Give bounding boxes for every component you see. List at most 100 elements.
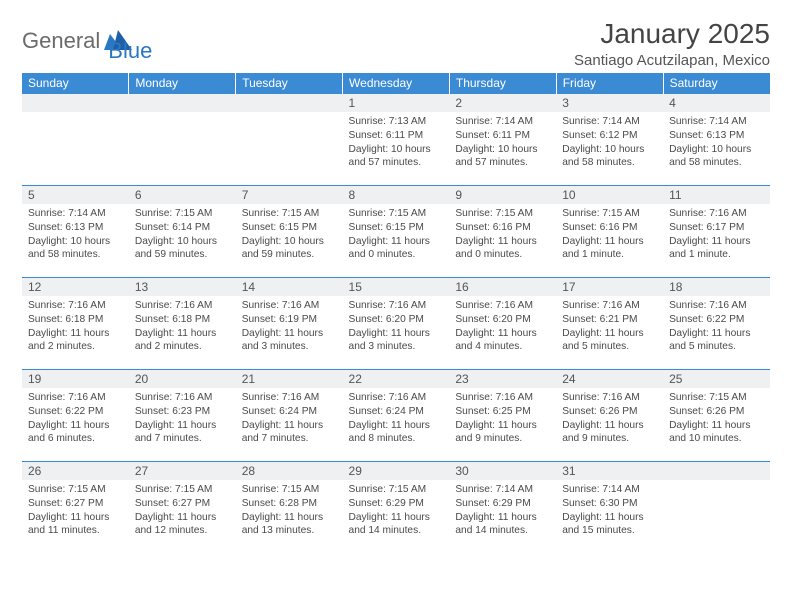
brand-text-general: General — [22, 28, 100, 54]
day-number: 4 — [663, 94, 770, 112]
day-info: Sunrise: 7:16 AMSunset: 6:20 PMDaylight:… — [449, 296, 556, 356]
calendar-cell: 27Sunrise: 7:15 AMSunset: 6:27 PMDayligh… — [129, 462, 236, 554]
calendar-table: SundayMondayTuesdayWednesdayThursdayFrid… — [22, 73, 770, 554]
day-info: Sunrise: 7:15 AMSunset: 6:14 PMDaylight:… — [129, 204, 236, 264]
day-number: 25 — [663, 370, 770, 388]
day-number: 29 — [343, 462, 450, 480]
calendar-row: 26Sunrise: 7:15 AMSunset: 6:27 PMDayligh… — [22, 462, 770, 554]
day-number: 11 — [663, 186, 770, 204]
day-info: Sunrise: 7:14 AMSunset: 6:30 PMDaylight:… — [556, 480, 663, 540]
calendar-row: 19Sunrise: 7:16 AMSunset: 6:22 PMDayligh… — [22, 370, 770, 462]
day-number: 2 — [449, 94, 556, 112]
day-header: Monday — [129, 73, 236, 94]
day-number: 15 — [343, 278, 450, 296]
day-info: Sunrise: 7:16 AMSunset: 6:24 PMDaylight:… — [343, 388, 450, 448]
header: General Blue January 2025 Santiago Acutz… — [22, 18, 770, 69]
day-number: 17 — [556, 278, 663, 296]
day-info: Sunrise: 7:15 AMSunset: 6:16 PMDaylight:… — [449, 204, 556, 264]
day-info: Sunrise: 7:15 AMSunset: 6:26 PMDaylight:… — [663, 388, 770, 448]
calendar-cell: 22Sunrise: 7:16 AMSunset: 6:24 PMDayligh… — [343, 370, 450, 462]
day-number: 30 — [449, 462, 556, 480]
calendar-row: 0001Sunrise: 7:13 AMSunset: 6:11 PMDayli… — [22, 94, 770, 186]
calendar-cell: 23Sunrise: 7:16 AMSunset: 6:25 PMDayligh… — [449, 370, 556, 462]
calendar-cell: 29Sunrise: 7:15 AMSunset: 6:29 PMDayligh… — [343, 462, 450, 554]
day-number: 26 — [22, 462, 129, 480]
calendar-cell: 6Sunrise: 7:15 AMSunset: 6:14 PMDaylight… — [129, 186, 236, 278]
day-info: Sunrise: 7:15 AMSunset: 6:15 PMDaylight:… — [236, 204, 343, 264]
day-number: 21 — [236, 370, 343, 388]
calendar-cell: 10Sunrise: 7:15 AMSunset: 6:16 PMDayligh… — [556, 186, 663, 278]
day-number: 16 — [449, 278, 556, 296]
day-info: Sunrise: 7:14 AMSunset: 6:13 PMDaylight:… — [663, 112, 770, 172]
day-header: Sunday — [22, 73, 129, 94]
calendar-cell: 8Sunrise: 7:15 AMSunset: 6:15 PMDaylight… — [343, 186, 450, 278]
day-info: Sunrise: 7:16 AMSunset: 6:25 PMDaylight:… — [449, 388, 556, 448]
day-number: 14 — [236, 278, 343, 296]
day-info: Sunrise: 7:16 AMSunset: 6:22 PMDaylight:… — [663, 296, 770, 356]
day-number: 27 — [129, 462, 236, 480]
calendar-row: 5Sunrise: 7:14 AMSunset: 6:13 PMDaylight… — [22, 186, 770, 278]
day-number: 20 — [129, 370, 236, 388]
day-info: Sunrise: 7:14 AMSunset: 6:29 PMDaylight:… — [449, 480, 556, 540]
calendar-cell: 18Sunrise: 7:16 AMSunset: 6:22 PMDayligh… — [663, 278, 770, 370]
calendar-cell: 1Sunrise: 7:13 AMSunset: 6:11 PMDaylight… — [343, 94, 450, 186]
calendar-cell: 31Sunrise: 7:14 AMSunset: 6:30 PMDayligh… — [556, 462, 663, 554]
calendar-cell: 20Sunrise: 7:16 AMSunset: 6:23 PMDayligh… — [129, 370, 236, 462]
calendar-cell: 13Sunrise: 7:16 AMSunset: 6:18 PMDayligh… — [129, 278, 236, 370]
day-number: 23 — [449, 370, 556, 388]
calendar-cell: 17Sunrise: 7:16 AMSunset: 6:21 PMDayligh… — [556, 278, 663, 370]
day-info: Sunrise: 7:16 AMSunset: 6:26 PMDaylight:… — [556, 388, 663, 448]
day-number: 24 — [556, 370, 663, 388]
brand-logo: General Blue — [22, 18, 152, 64]
calendar-cell: 30Sunrise: 7:14 AMSunset: 6:29 PMDayligh… — [449, 462, 556, 554]
day-number: 18 — [663, 278, 770, 296]
calendar-cell: 0 — [236, 94, 343, 186]
day-number: 9 — [449, 186, 556, 204]
calendar-cell: 9Sunrise: 7:15 AMSunset: 6:16 PMDaylight… — [449, 186, 556, 278]
calendar-cell: 2Sunrise: 7:14 AMSunset: 6:11 PMDaylight… — [449, 94, 556, 186]
calendar-cell: 19Sunrise: 7:16 AMSunset: 6:22 PMDayligh… — [22, 370, 129, 462]
brand-text-blue: Blue — [108, 38, 152, 64]
day-number: 10 — [556, 186, 663, 204]
calendar-cell: 14Sunrise: 7:16 AMSunset: 6:19 PMDayligh… — [236, 278, 343, 370]
calendar-cell: 26Sunrise: 7:15 AMSunset: 6:27 PMDayligh… — [22, 462, 129, 554]
day-number: 5 — [22, 186, 129, 204]
day-info: Sunrise: 7:15 AMSunset: 6:28 PMDaylight:… — [236, 480, 343, 540]
calendar-cell: 5Sunrise: 7:14 AMSunset: 6:13 PMDaylight… — [22, 186, 129, 278]
calendar-cell: 4Sunrise: 7:14 AMSunset: 6:13 PMDaylight… — [663, 94, 770, 186]
day-info: Sunrise: 7:13 AMSunset: 6:11 PMDaylight:… — [343, 112, 450, 172]
day-info: Sunrise: 7:16 AMSunset: 6:24 PMDaylight:… — [236, 388, 343, 448]
day-number: 7 — [236, 186, 343, 204]
day-info: Sunrise: 7:15 AMSunset: 6:29 PMDaylight:… — [343, 480, 450, 540]
calendar-row: 12Sunrise: 7:16 AMSunset: 6:18 PMDayligh… — [22, 278, 770, 370]
day-header: Wednesday — [343, 73, 450, 94]
calendar-cell: 0 — [663, 462, 770, 554]
day-info: Sunrise: 7:16 AMSunset: 6:23 PMDaylight:… — [129, 388, 236, 448]
day-number: 13 — [129, 278, 236, 296]
day-number: 19 — [22, 370, 129, 388]
calendar-cell: 16Sunrise: 7:16 AMSunset: 6:20 PMDayligh… — [449, 278, 556, 370]
day-header: Tuesday — [236, 73, 343, 94]
day-header-row: SundayMondayTuesdayWednesdayThursdayFrid… — [22, 73, 770, 94]
page-title: January 2025 — [574, 18, 770, 50]
day-number: 31 — [556, 462, 663, 480]
day-header: Saturday — [663, 73, 770, 94]
day-header: Friday — [556, 73, 663, 94]
day-info: Sunrise: 7:16 AMSunset: 6:18 PMDaylight:… — [129, 296, 236, 356]
calendar-cell: 28Sunrise: 7:15 AMSunset: 6:28 PMDayligh… — [236, 462, 343, 554]
day-info: Sunrise: 7:15 AMSunset: 6:15 PMDaylight:… — [343, 204, 450, 264]
location-label: Santiago Acutzilapan, Mexico — [574, 52, 770, 69]
day-number: 3 — [556, 94, 663, 112]
calendar-cell: 11Sunrise: 7:16 AMSunset: 6:17 PMDayligh… — [663, 186, 770, 278]
day-number: 22 — [343, 370, 450, 388]
day-number: 8 — [343, 186, 450, 204]
calendar-body: 0001Sunrise: 7:13 AMSunset: 6:11 PMDayli… — [22, 94, 770, 554]
day-number: 6 — [129, 186, 236, 204]
day-header: Thursday — [449, 73, 556, 94]
day-info: Sunrise: 7:14 AMSunset: 6:13 PMDaylight:… — [22, 204, 129, 264]
day-info: Sunrise: 7:16 AMSunset: 6:21 PMDaylight:… — [556, 296, 663, 356]
calendar-cell: 12Sunrise: 7:16 AMSunset: 6:18 PMDayligh… — [22, 278, 129, 370]
day-info: Sunrise: 7:16 AMSunset: 6:20 PMDaylight:… — [343, 296, 450, 356]
calendar-cell: 3Sunrise: 7:14 AMSunset: 6:12 PMDaylight… — [556, 94, 663, 186]
day-number: 12 — [22, 278, 129, 296]
